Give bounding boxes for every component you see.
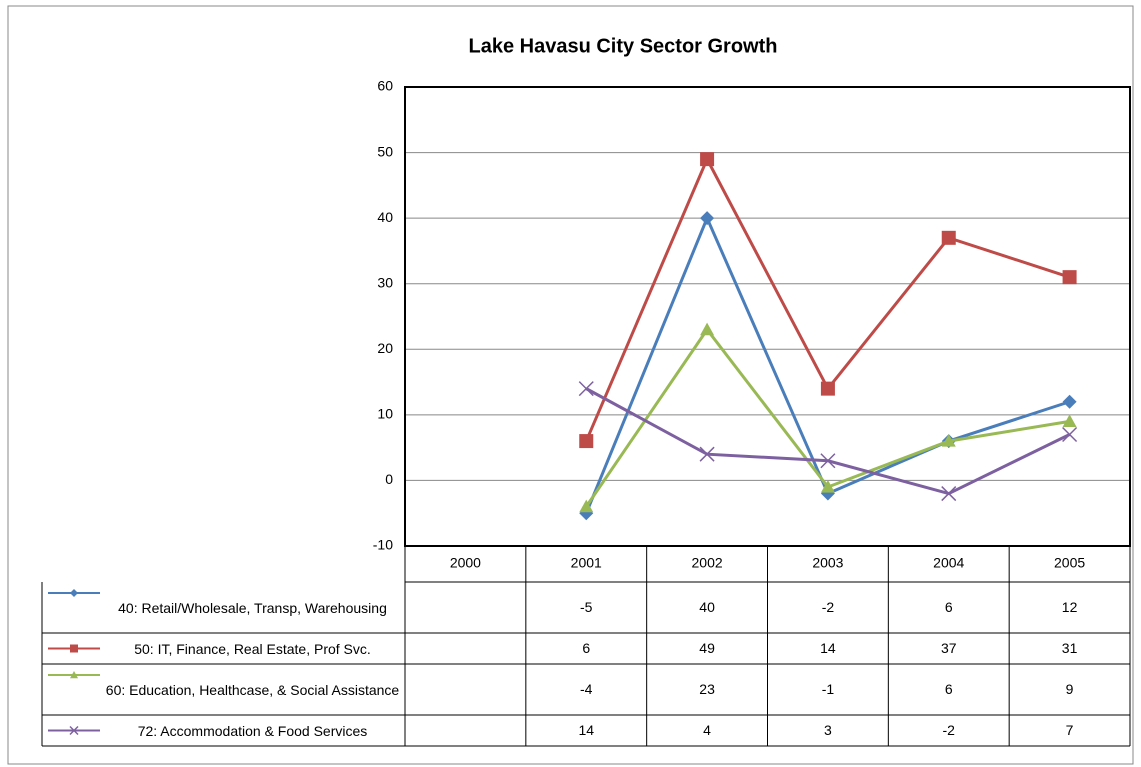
table-value: -5: [580, 599, 593, 615]
legend-cell: 72: Accommodation & Food Services: [62, 717, 405, 746]
y-tick-label: 50: [377, 143, 393, 159]
y-tick-label: 10: [377, 406, 393, 422]
y-tick-label: -10: [373, 537, 393, 553]
marker: [1062, 394, 1077, 409]
table-value: 9: [1066, 681, 1074, 697]
legend-label: 72: Accommodation & Food Services: [137, 723, 368, 739]
legend-cell: 50: IT, Finance, Real Estate, Prof Svc.: [62, 635, 405, 664]
y-tick-label: 0: [385, 471, 393, 487]
table-value: 6: [582, 640, 590, 656]
legend-item: 50: IT, Finance, Real Estate, Prof Svc.: [62, 635, 405, 664]
y-tick-label: 60: [377, 78, 393, 94]
table-value: 23: [699, 681, 715, 697]
x-tick-label: 2005: [1054, 555, 1085, 571]
marker: [700, 322, 715, 336]
table-value: 7: [1066, 722, 1074, 738]
legend-item: 72: Accommodation & Food Services: [62, 717, 405, 746]
y-tick-label: 20: [377, 340, 393, 356]
table-value: 6: [945, 681, 953, 697]
x-tick-label: 2001: [571, 555, 602, 571]
table-value: 31: [1062, 640, 1078, 656]
x-tick-label: 2000: [450, 555, 481, 571]
table-value: 14: [578, 722, 594, 738]
marker: [579, 434, 594, 449]
table-value: 37: [941, 640, 957, 656]
table-value: -2: [943, 722, 956, 738]
marker: [941, 230, 956, 245]
x-tick-label: 2004: [933, 555, 964, 571]
legend-label: 60: Education, Healthcase, & Social Assi…: [105, 682, 400, 698]
table-value: 49: [699, 640, 715, 656]
marker: [579, 499, 594, 513]
marker: [70, 589, 78, 597]
marker: [820, 453, 836, 469]
legend-cell: 40: Retail/Wholesale, Transp, Warehousin…: [62, 584, 405, 633]
chart-border: [7, 5, 1134, 765]
y-tick-label: 30: [377, 274, 393, 290]
legend-label: 40: Retail/Wholesale, Transp, Warehousin…: [118, 600, 387, 616]
marker: [1062, 426, 1078, 443]
marker: [70, 644, 78, 653]
marker: [70, 671, 78, 679]
table-value: 14: [820, 640, 836, 656]
table-value: 12: [1062, 599, 1078, 615]
table-value: 3: [824, 722, 832, 738]
marker: [699, 446, 715, 462]
marker: [1062, 270, 1077, 285]
table-value: 40: [699, 599, 715, 615]
marker: [700, 152, 715, 167]
legend-item: 40: Retail/Wholesale, Transp, Warehousin…: [62, 584, 405, 633]
x-tick-label: 2003: [812, 555, 843, 571]
marker: [941, 434, 956, 447]
x-tick-label: 2002: [692, 555, 723, 571]
table-value: -1: [822, 681, 835, 697]
marker: [820, 381, 835, 396]
marker: [700, 211, 715, 226]
marker: [578, 381, 594, 397]
marker: [1062, 414, 1077, 428]
marker: [941, 486, 957, 502]
legend-cell: 60: Education, Healthcase, & Social Assi…: [62, 666, 405, 715]
legend-item: 60: Education, Healthcase, & Social Assi…: [62, 666, 405, 715]
y-tick-label: 40: [377, 209, 393, 225]
table-value: -4: [580, 681, 593, 697]
legend-label: 50: IT, Finance, Real Estate, Prof Svc.: [134, 641, 371, 657]
marker: [820, 479, 835, 493]
table-value: -2: [822, 599, 835, 615]
table-value: 6: [945, 599, 953, 615]
table-value: 4: [703, 722, 711, 738]
chart-title: Lake Havasu City Sector Growth: [469, 35, 778, 57]
marker: [69, 725, 79, 736]
